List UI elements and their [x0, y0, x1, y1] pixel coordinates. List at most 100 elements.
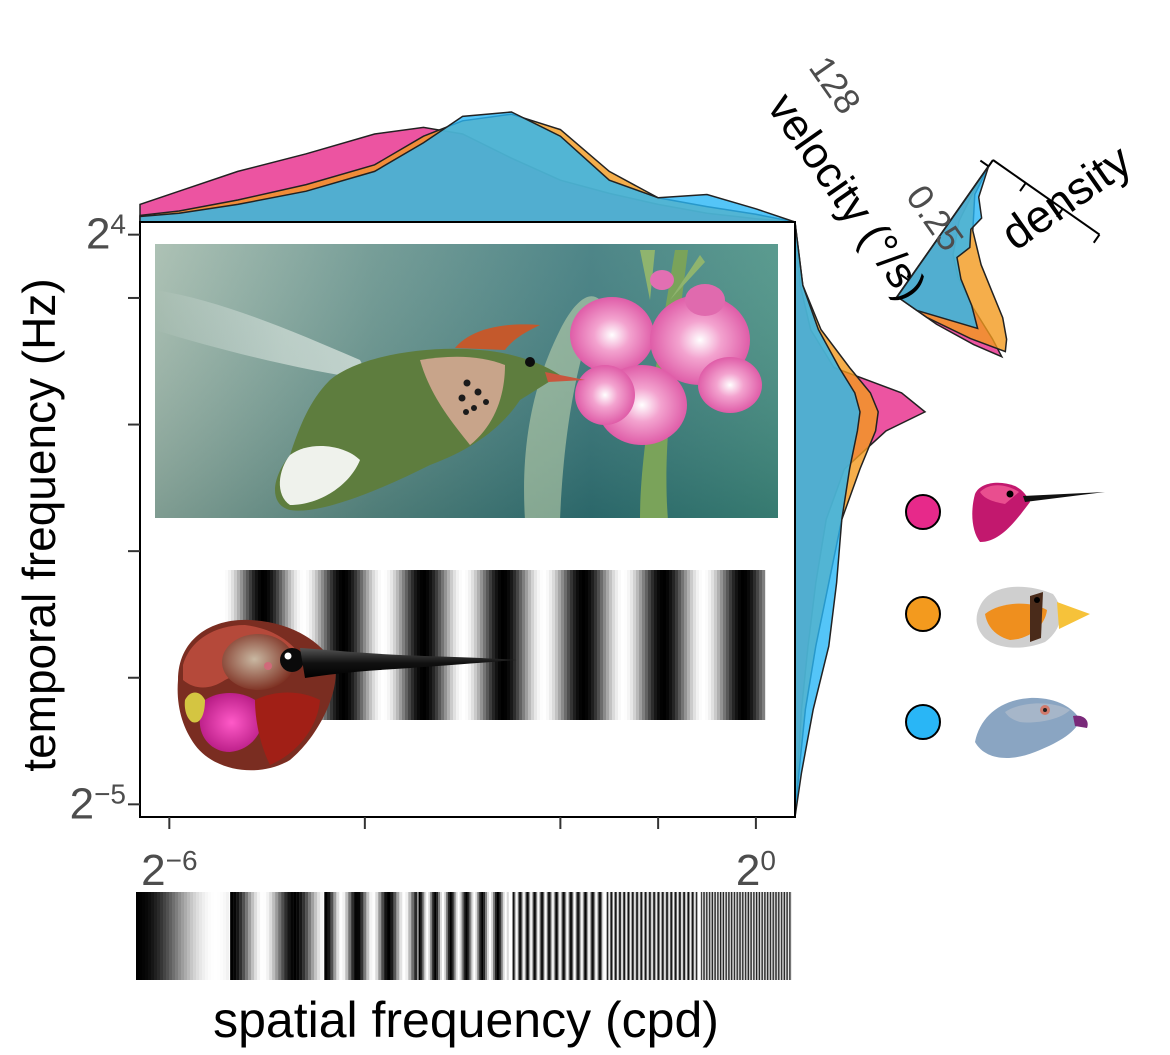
grating-band [588, 570, 592, 720]
inset-x-tick [1056, 208, 1064, 218]
strip-band-4 [531, 892, 533, 980]
strip-band-6 [767, 892, 769, 980]
strip-band-3 [424, 892, 427, 980]
grating-band [510, 570, 514, 720]
strip-band-6 [707, 892, 709, 980]
grating-band [549, 570, 553, 720]
strip-band-6 [770, 892, 772, 980]
grating-band [330, 570, 334, 720]
strip-band-2 [402, 892, 406, 980]
grating-band [681, 570, 685, 720]
strip-band-3 [463, 892, 466, 980]
grating-band [657, 570, 661, 720]
spatial-frequency-density [139, 111, 796, 223]
grating-band [429, 570, 433, 720]
strip-band-4 [590, 892, 592, 980]
strip-band-0 [142, 892, 146, 980]
y-tick-exponent-0: 4 [110, 208, 126, 239]
strip-band-4 [543, 892, 545, 980]
grating-band [741, 570, 745, 720]
strip-band-6 [783, 892, 785, 980]
strip-band-4 [572, 892, 574, 980]
grating-band [405, 570, 409, 720]
strip-band-5 [608, 892, 610, 980]
grating-band [537, 570, 541, 720]
strip-band-4 [538, 892, 540, 980]
strip-band-4 [545, 892, 547, 980]
strip-band-6 [762, 892, 764, 980]
strip-band-5 [657, 892, 659, 980]
strip-band-4 [535, 892, 537, 980]
pigeon-head-icon [975, 697, 1088, 758]
x-tick-label-1: 20 [736, 845, 776, 896]
x-tick-exponent-1: 0 [760, 845, 776, 876]
grating-band [696, 570, 700, 720]
strip-band-4 [597, 892, 599, 980]
grating-band [687, 570, 691, 720]
strip-band-0 [148, 892, 152, 980]
grating-band [663, 570, 667, 720]
strip-band-4 [552, 892, 554, 980]
strip-band-0 [199, 892, 203, 980]
grating-band [717, 570, 721, 720]
strip-band-5 [607, 892, 609, 980]
strip-band-6 [751, 892, 753, 980]
grating-band [450, 570, 454, 720]
strip-band-2 [330, 892, 334, 980]
strip-band-1 [245, 892, 249, 980]
strip-band-0 [157, 892, 161, 980]
strip-band-5 [648, 892, 650, 980]
grating-band [543, 570, 547, 720]
strip-band-5 [650, 892, 652, 980]
strip-band-1 [233, 892, 237, 980]
grating-band [342, 570, 346, 720]
strip-band-3 [481, 892, 484, 980]
strip-band-5 [645, 892, 647, 980]
strip-band-6 [736, 892, 738, 980]
strip-band-4 [514, 892, 516, 980]
strip-band-6 [772, 892, 774, 980]
strip-band-4 [526, 892, 528, 980]
strip-band-3 [494, 892, 498, 980]
strip-band-6 [700, 892, 702, 980]
strip-band-6 [754, 892, 756, 980]
strip-band-1 [251, 892, 255, 980]
strip-band-4 [578, 892, 580, 980]
strip-band-5 [611, 892, 613, 980]
strip-band-5 [669, 892, 671, 980]
strip-band-4 [571, 892, 573, 980]
strip-band-2 [348, 892, 352, 980]
strip-band-4 [549, 892, 551, 980]
grating-band [390, 570, 394, 720]
grating-band [363, 570, 367, 720]
strip-band-6 [784, 892, 786, 980]
strip-band-4 [598, 892, 600, 980]
strip-band-2 [366, 892, 370, 980]
strip-band-0 [178, 892, 182, 980]
strip-band-0 [160, 892, 164, 980]
strip-band-5 [685, 892, 687, 980]
strip-band-5 [619, 892, 621, 980]
strip-band-3 [469, 892, 472, 980]
grating-band [573, 570, 577, 720]
finch-stripe-shape [1030, 592, 1043, 642]
strip-band-5 [647, 892, 649, 980]
strip-band-0 [217, 892, 221, 980]
strip-band-4 [556, 892, 559, 980]
strip-band-3 [426, 892, 429, 980]
strip-band-5 [641, 892, 643, 980]
strip-band-3 [504, 892, 507, 980]
strip-band-5 [614, 892, 616, 980]
strip-band-6 [721, 892, 723, 980]
strip-band-5 [670, 892, 672, 980]
grating-band [723, 570, 727, 720]
grating-band [417, 570, 421, 720]
strip-band-5 [680, 892, 682, 980]
grating-band [534, 570, 538, 720]
strip-band-6 [749, 892, 751, 980]
strip-band-5 [623, 892, 625, 980]
finch-head-icon [976, 586, 1090, 648]
strip-band-4 [579, 892, 581, 980]
strip-band-2 [384, 892, 388, 980]
